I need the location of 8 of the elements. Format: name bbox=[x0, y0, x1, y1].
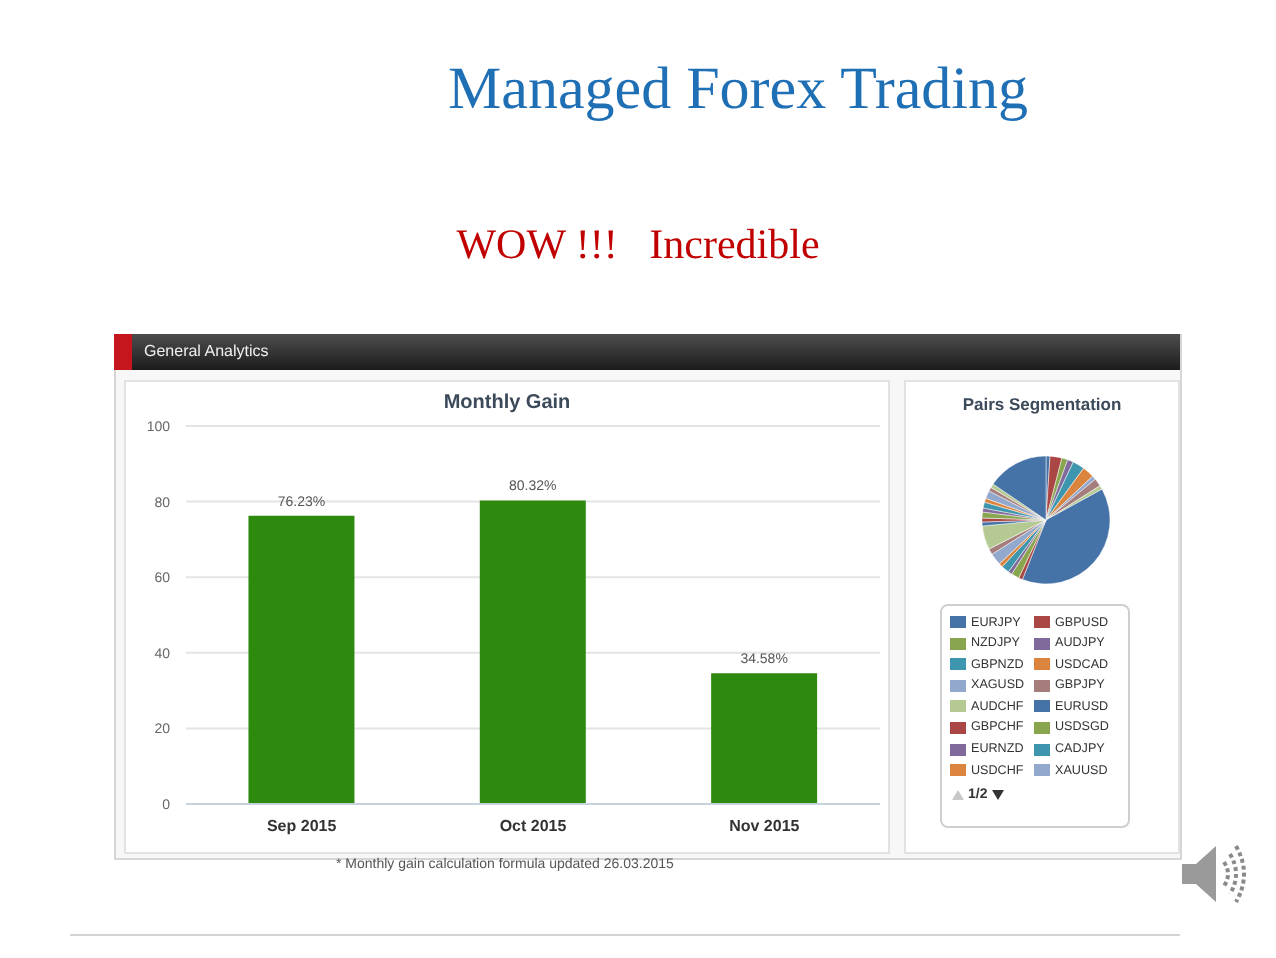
text: General Analytics bbox=[144, 342, 269, 360]
chart-title: Monthly Gain bbox=[441, 392, 573, 414]
x-tick-label: Oct 2015 bbox=[499, 817, 568, 836]
text: Pairs Segmentation bbox=[960, 394, 1124, 414]
text: WOW !!! Incredible bbox=[454, 220, 822, 270]
text: Managed Forex Trading bbox=[446, 56, 1030, 124]
x-tick-label: Sep 2015 bbox=[266, 817, 338, 836]
x-tick-label: Nov 2015 bbox=[729, 817, 801, 836]
